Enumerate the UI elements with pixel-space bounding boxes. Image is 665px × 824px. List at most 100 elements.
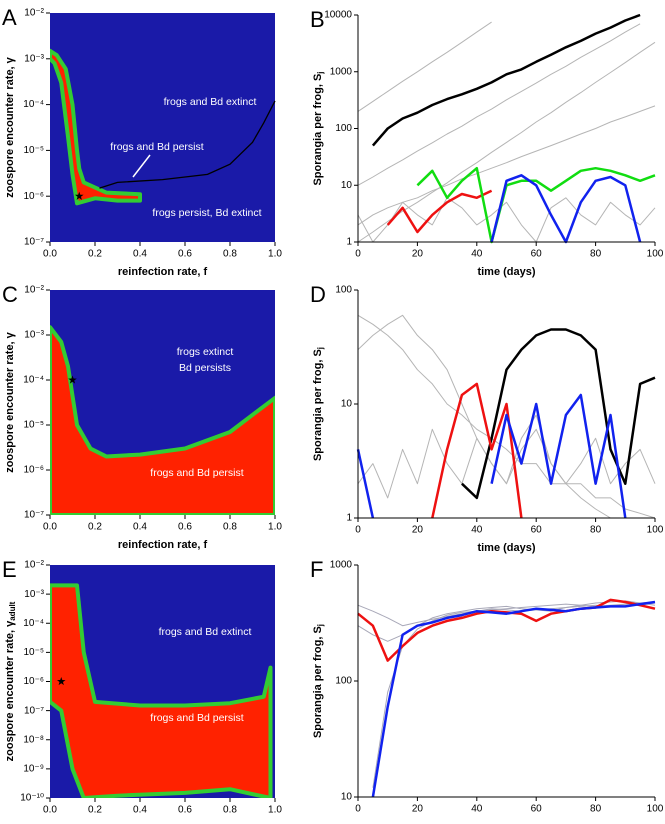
y-tick-label: 10⁻³ xyxy=(24,330,44,341)
annotation-arrow xyxy=(132,154,151,178)
y-axis-label: Sporangia per frog, Sj xyxy=(312,347,325,461)
x-tick-label: 40 xyxy=(471,804,483,815)
x-tick-label: 0.4 xyxy=(133,805,147,816)
x-tick-label: 80 xyxy=(590,525,602,536)
series-line xyxy=(416,166,656,244)
x-axis-label: time (days) xyxy=(477,266,535,278)
x-tick-label: 0.4 xyxy=(133,522,147,533)
y-tick-label: 10⁻² xyxy=(24,560,44,571)
y-tick-label: 10⁻⁵ xyxy=(23,647,44,658)
y-tick-label: 10 xyxy=(341,180,353,191)
x-tick-label: 60 xyxy=(531,804,543,815)
x-tick-label: 0 xyxy=(355,804,361,815)
series-line xyxy=(357,21,492,112)
y-axis-label-main: zoospore encounter rate, γ xyxy=(4,56,16,197)
panel-letter: A xyxy=(2,5,17,30)
x-tick-label: 0.0 xyxy=(43,805,57,816)
x-tick-label: 40 xyxy=(471,249,483,260)
y-axis-label-main: zoospore encounter rate, γ xyxy=(4,331,16,472)
y-axis-label-sub: j xyxy=(316,71,325,74)
y-tick-label: 10⁻³ xyxy=(24,53,44,64)
x-tick-label: 0.2 xyxy=(88,249,102,260)
y-tick-label: 10⁻⁴ xyxy=(23,99,44,110)
series-line xyxy=(357,314,656,519)
x-tick-label: 0.0 xyxy=(43,249,57,260)
y-tick-label: 10⁻³ xyxy=(24,589,44,600)
y-tick-label: 10⁻⁶ xyxy=(23,465,44,476)
annotation: frogs and Bd persist xyxy=(150,467,243,479)
series-line xyxy=(372,602,656,788)
y-axis-label: Sporangia per frog, Sj xyxy=(312,71,325,185)
annotation: Bd persists xyxy=(179,362,231,374)
y-axis-label: Sporangia per frog, Sj xyxy=(312,624,325,738)
y-axis-label-sub: j xyxy=(316,624,325,627)
x-tick-label: 60 xyxy=(531,249,543,260)
y-tick-label: 10⁻⁵ xyxy=(23,420,44,431)
series-line xyxy=(357,41,656,243)
x-axis-label: reinfection rate, f xyxy=(118,266,208,278)
y-axis-label-sub: adult xyxy=(8,601,17,620)
panel-letter: C xyxy=(2,282,18,307)
x-tick-label: 100 xyxy=(647,804,664,815)
x-axis-label: reinfection rate, f xyxy=(118,539,208,551)
y-axis-label-main: Sporangia per frog, S xyxy=(312,349,324,461)
x-tick-label: 0.6 xyxy=(178,805,192,816)
y-tick-label: 10⁻⁹ xyxy=(23,764,44,775)
star-marker xyxy=(56,677,66,686)
x-axis-label: time (days) xyxy=(477,542,535,554)
y-axis-label-main: zoospore encounter rate, γ xyxy=(4,620,16,761)
panel-letter: F xyxy=(310,557,323,582)
series-line xyxy=(357,598,656,662)
y-axis-label: zoospore encounter rate, γ xyxy=(4,56,16,197)
x-tick-label: 60 xyxy=(531,525,543,536)
series-line xyxy=(357,428,656,499)
panel-letter: E xyxy=(2,557,17,582)
y-tick-label: 10⁻⁷ xyxy=(24,237,44,248)
x-tick-label: 1.0 xyxy=(268,522,282,533)
y-axis-label-main: Sporangia per frog, S xyxy=(312,74,324,186)
panel-letter: B xyxy=(310,7,325,32)
x-tick-label: 100 xyxy=(647,525,664,536)
series-line xyxy=(386,189,493,234)
y-tick-label: 10⁻² xyxy=(24,285,44,296)
series-line xyxy=(371,600,656,798)
series-line xyxy=(357,23,641,186)
series-line xyxy=(356,393,627,519)
y-tick-label: 10⁻⁶ xyxy=(23,191,44,202)
x-tick-label: 20 xyxy=(412,525,424,536)
y-tick-label: 10⁻² xyxy=(24,8,44,19)
y-tick-label: 10000 xyxy=(324,10,352,21)
persistence-region xyxy=(50,583,273,798)
y-tick-label: 10⁻⁶ xyxy=(23,676,44,687)
y-tick-label: 1 xyxy=(346,513,352,524)
y-tick-label: 10⁻⁴ xyxy=(23,618,44,629)
annotation: frogs extinct xyxy=(177,346,234,358)
y-tick-label: 100 xyxy=(335,285,352,296)
y-tick-label: 10⁻⁷ xyxy=(24,705,44,716)
star-marker xyxy=(68,375,77,384)
boundary-line xyxy=(99,100,276,189)
x-tick-label: 0 xyxy=(355,525,361,536)
y-tick-label: 10⁻⁷ xyxy=(24,510,44,521)
x-tick-label: 0.8 xyxy=(223,805,237,816)
series-line xyxy=(371,13,641,147)
x-tick-label: 0.0 xyxy=(43,522,57,533)
x-tick-label: 80 xyxy=(590,804,602,815)
x-tick-label: 1.0 xyxy=(268,249,282,260)
star-marker xyxy=(74,191,84,200)
y-axis-label: zoospore encounter rate, γadult xyxy=(4,601,17,761)
x-tick-label: 0.2 xyxy=(88,805,102,816)
series-line xyxy=(357,105,656,226)
x-tick-label: 0.8 xyxy=(223,522,237,533)
x-tick-label: 0.6 xyxy=(178,522,192,533)
persistence-region xyxy=(50,325,275,515)
annotation: frogs and Bd extinct xyxy=(159,626,252,638)
x-tick-label: 0.4 xyxy=(133,249,147,260)
panel-letter: D xyxy=(310,282,326,307)
annotation: frogs and Bd persist xyxy=(150,712,243,724)
y-tick-label: 100 xyxy=(335,123,352,134)
heatmap-background xyxy=(50,13,275,242)
annotation: frogs and Bd extinct xyxy=(164,96,257,108)
x-tick-label: 0.6 xyxy=(178,249,192,260)
